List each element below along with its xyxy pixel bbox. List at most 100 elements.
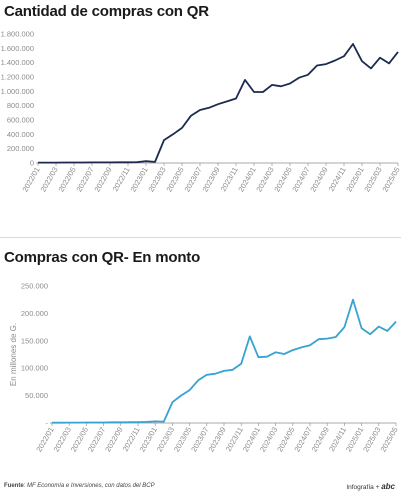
data-point xyxy=(146,421,148,423)
data-point xyxy=(215,373,217,375)
data-point xyxy=(361,327,363,329)
data-point xyxy=(388,62,390,64)
y-tick-label: 200.000 xyxy=(21,309,48,318)
chart1-title: Cantidad de compras con QR xyxy=(4,3,209,20)
y-tick-label: 250.000 xyxy=(21,282,48,291)
data-point xyxy=(120,421,122,423)
data-point xyxy=(91,162,93,164)
data-point xyxy=(189,389,191,391)
data-point xyxy=(94,422,96,424)
data-point xyxy=(316,65,318,67)
y-tick-label: 1.400.000 xyxy=(1,58,34,67)
data-point xyxy=(283,353,285,355)
data-point xyxy=(232,369,234,371)
data-point xyxy=(145,160,147,162)
chart2-plot: -50.000100.000150.000200.000250.0002022/… xyxy=(9,282,400,454)
data-point xyxy=(335,336,337,338)
data-point xyxy=(208,107,210,109)
y-tick-label: 1.200.000 xyxy=(1,73,34,82)
data-point xyxy=(217,103,219,105)
data-point xyxy=(51,422,53,424)
data-point xyxy=(325,63,327,65)
data-point xyxy=(136,161,138,163)
data-point xyxy=(352,43,354,45)
data-point xyxy=(369,333,371,335)
data-point xyxy=(395,321,397,323)
source-label: Fuente xyxy=(4,483,24,489)
data-point xyxy=(280,85,282,87)
data-point xyxy=(127,161,129,163)
data-point xyxy=(244,79,246,81)
y-tick-label: 1.800.000 xyxy=(1,30,34,39)
data-point xyxy=(378,326,380,328)
data-point xyxy=(343,55,345,57)
chart2-title: Compras con QR- En monto xyxy=(4,249,201,266)
series-line-chart1 xyxy=(38,43,399,164)
data-point xyxy=(163,421,165,423)
data-point xyxy=(235,98,237,100)
data-point xyxy=(60,422,62,424)
data-point xyxy=(199,109,201,111)
data-point xyxy=(289,83,291,85)
data-point xyxy=(86,422,88,424)
abc-logo: abc xyxy=(381,482,395,491)
data-point xyxy=(361,60,363,62)
series-line-chart2 xyxy=(52,298,397,424)
data-point xyxy=(301,346,303,348)
data-point xyxy=(55,162,57,164)
data-point xyxy=(197,379,199,381)
data-point xyxy=(180,395,182,397)
data-point xyxy=(137,421,139,423)
data-point xyxy=(111,421,113,423)
data-point xyxy=(172,133,174,135)
data-point xyxy=(326,338,328,340)
data-point xyxy=(100,161,102,163)
data-point xyxy=(226,100,228,102)
y-tick-label: 50.000 xyxy=(25,391,48,400)
data-point xyxy=(68,422,70,424)
y-tick-label: 600.000 xyxy=(7,116,34,125)
data-point xyxy=(307,74,309,76)
data-point xyxy=(37,162,39,164)
source-note: Fuente: MF Economía e Inversiones, con d… xyxy=(4,483,155,489)
data-point xyxy=(352,299,354,301)
data-point xyxy=(249,336,251,338)
brand-label: Infografía + xyxy=(346,484,380,491)
data-point xyxy=(275,351,277,353)
source-text: : MF Economía e Inversiones, con datos d… xyxy=(23,483,155,489)
chart1-plot: 0 200.000 400.000 600.000 800.000 1.000.000 1.… xyxy=(1,30,401,194)
data-point xyxy=(118,161,120,163)
x-tick-label: 2025/05 xyxy=(380,166,401,194)
data-point xyxy=(206,374,208,376)
data-point xyxy=(73,162,75,164)
data-point xyxy=(298,77,300,79)
y-tick-label: 200.000 xyxy=(7,144,34,153)
data-point xyxy=(172,401,174,403)
data-point xyxy=(129,421,131,423)
y-tick-label: 1.600.000 xyxy=(1,44,34,53)
data-point xyxy=(82,162,84,164)
data-point xyxy=(397,51,399,53)
y-axis-title: En millones de G. xyxy=(9,323,18,386)
data-point xyxy=(77,422,79,424)
data-point xyxy=(344,326,346,328)
y-tick-label: 100.000 xyxy=(21,364,48,373)
data-point xyxy=(181,127,183,129)
y-tick-label: 150.000 xyxy=(21,336,48,345)
data-point xyxy=(292,349,294,351)
data-point xyxy=(309,344,311,346)
y-tick-label: 0 xyxy=(30,159,34,168)
data-point xyxy=(64,162,66,164)
data-point xyxy=(240,363,242,365)
data-point xyxy=(334,60,336,62)
data-point xyxy=(253,91,255,93)
data-point xyxy=(103,422,105,424)
data-point xyxy=(258,356,260,358)
data-point xyxy=(223,370,225,372)
data-point xyxy=(163,139,165,141)
data-point xyxy=(109,161,111,163)
data-point xyxy=(379,57,381,59)
data-point xyxy=(46,162,48,164)
data-point xyxy=(370,68,372,70)
y-tick-label: 1.000.000 xyxy=(1,87,34,96)
